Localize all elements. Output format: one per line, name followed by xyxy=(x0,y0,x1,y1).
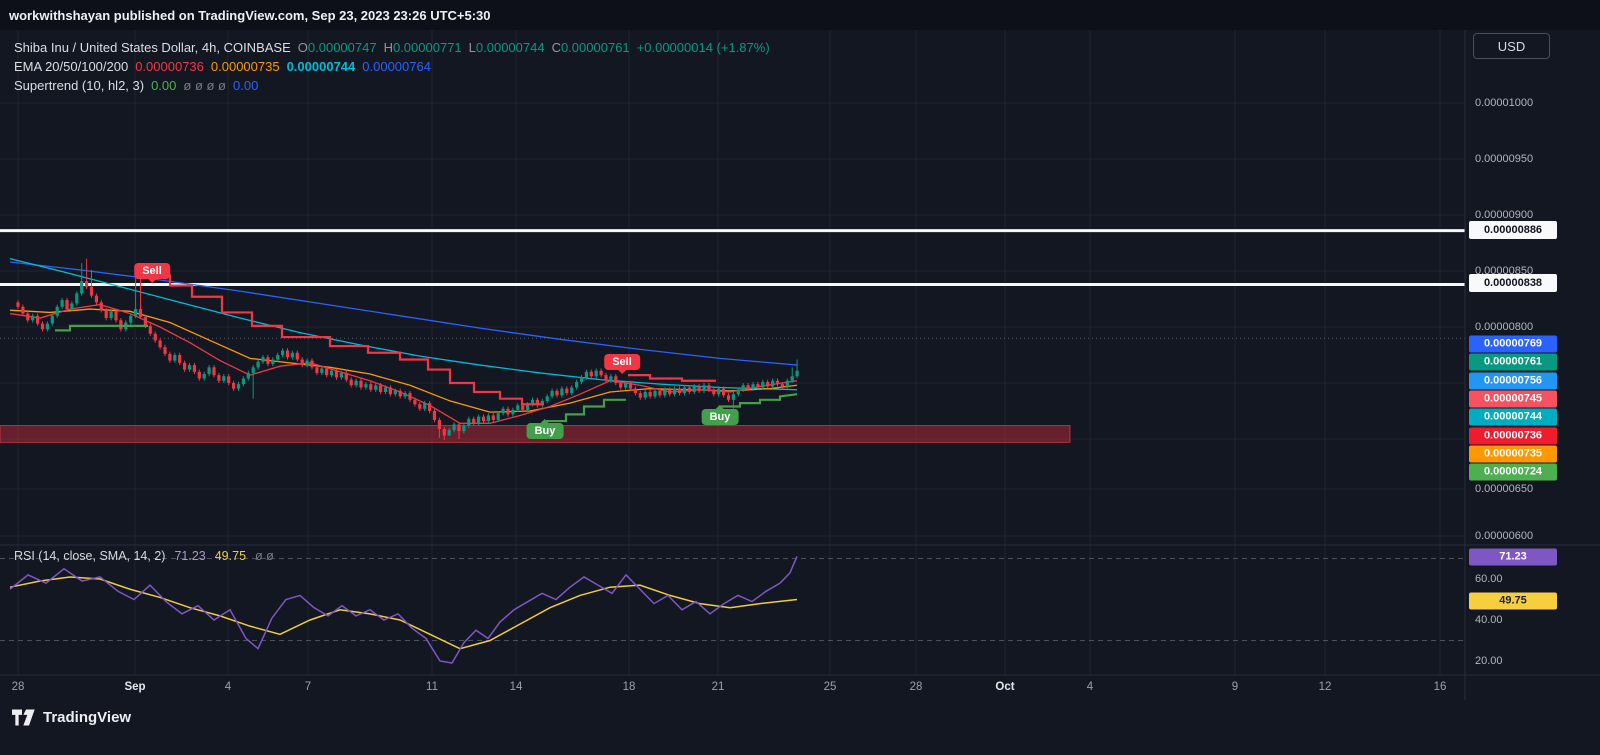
time-axis-label: 4 xyxy=(224,681,232,693)
rsi-empty-values: ø ø xyxy=(255,549,274,563)
time-axis-label: 7 xyxy=(304,681,312,693)
buy-marker[interactable]: Buy xyxy=(526,423,564,439)
rsi-value: 71.23 xyxy=(174,549,206,563)
high-label: H xyxy=(383,40,393,55)
publish-bar: workwithshayan published on TradingView.… xyxy=(0,0,1600,30)
time-axis-label: 14 xyxy=(509,681,523,693)
supertrend-empty-values: ø ø ø ø xyxy=(183,78,226,93)
sell-marker[interactable]: Sell xyxy=(604,354,640,370)
rsi-title[interactable]: RSI (14, close, SMA, 14, 2) xyxy=(14,549,166,563)
time-axis-label: 16 xyxy=(1433,681,1447,693)
ema20-value: 0.00000736 xyxy=(135,59,204,74)
symbol-title[interactable]: Shiba Inu / United States Dollar, 4h, CO… xyxy=(14,40,291,55)
ema-title[interactable]: EMA 20/50/100/200 xyxy=(14,59,129,74)
high-value: 0.00000771 xyxy=(392,40,462,55)
publish-text: workwithshayan published on TradingView.… xyxy=(9,7,491,23)
supertrend-title[interactable]: Supertrend (10, hl2, 3) xyxy=(14,78,145,93)
currency-button[interactable]: USD xyxy=(1473,33,1550,59)
open-label: O xyxy=(297,40,308,55)
indicator-legend: Shiba Inu / United States Dollar, 4h, CO… xyxy=(14,38,770,95)
time-axis-label: 28 xyxy=(11,681,25,693)
rsi-legend: RSI (14, close, SMA, 14, 2) 71.23 49.75 … xyxy=(14,549,274,563)
rsi-sma-value: 49.75 xyxy=(214,549,247,563)
supertrend-row: Supertrend (10, hl2, 3) 0.00 ø ø ø ø 0.0… xyxy=(14,76,770,95)
sell-marker[interactable]: Sell xyxy=(134,263,170,279)
open-value: 0.00000747 xyxy=(307,40,377,55)
change-value: +0.00000014 (+1.87%) xyxy=(636,40,770,55)
low-value: 0.00000744 xyxy=(475,40,545,55)
time-axis-label: 12 xyxy=(1318,681,1332,693)
close-value: 0.00000761 xyxy=(560,40,630,55)
tradingview-wordmark: TradingView xyxy=(43,709,132,726)
ema-row: EMA 20/50/100/200 0.00000736 0.00000735 … xyxy=(14,57,770,76)
ema50-value: 0.00000735 xyxy=(210,59,280,74)
time-axis-label: 9 xyxy=(1231,681,1239,693)
ema200-value: 0.00000764 xyxy=(362,59,431,74)
time-axis[interactable] xyxy=(0,675,1465,700)
close-label: C xyxy=(551,40,561,55)
time-axis-label: Sep xyxy=(124,681,146,693)
tradingview-logo-icon xyxy=(12,708,36,727)
price-axis[interactable] xyxy=(1465,30,1600,675)
time-axis-label: 25 xyxy=(823,681,837,693)
ema100-value: 0.00000744 xyxy=(286,59,356,74)
time-axis-label: 11 xyxy=(426,681,438,693)
tradingview-footer-link[interactable]: TradingView xyxy=(12,708,131,727)
supertrend-up-value: 0.00 xyxy=(151,78,177,93)
supertrend-down-value: 0.00 xyxy=(233,78,259,93)
time-axis-label: 4 xyxy=(1086,681,1094,693)
symbol-row: Shiba Inu / United States Dollar, 4h, CO… xyxy=(14,38,770,57)
low-label: L xyxy=(468,40,476,55)
time-axis-label: Oct xyxy=(995,681,1015,693)
time-axis-label: 21 xyxy=(711,681,725,693)
time-axis-label: 18 xyxy=(622,681,636,693)
buy-marker[interactable]: Buy xyxy=(701,409,739,425)
time-axis-label: 28 xyxy=(909,681,923,693)
